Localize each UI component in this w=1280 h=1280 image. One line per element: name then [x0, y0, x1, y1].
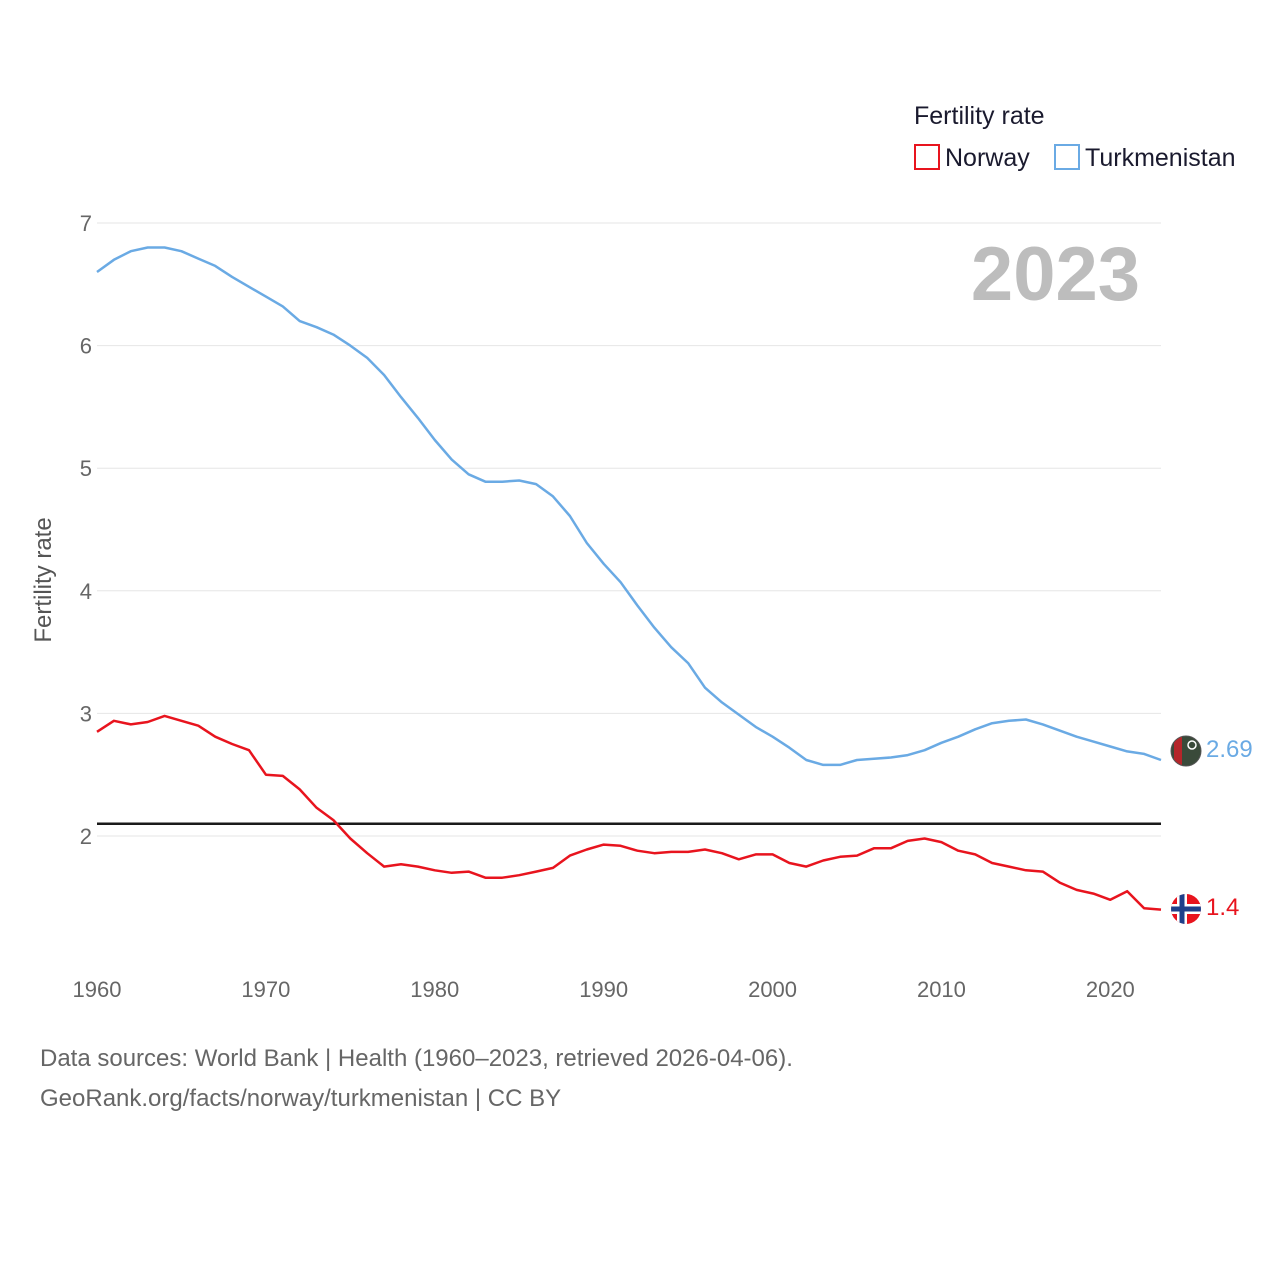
norway-flag: [1171, 894, 1201, 924]
end-label-norway: 1.4: [1206, 894, 1239, 921]
y-tick-label: 6: [80, 334, 92, 359]
gridlines: [97, 222, 1161, 837]
legend-label-turkmenistan[interactable]: Turkmenistan: [1085, 144, 1236, 172]
x-tick-label: 1970: [241, 977, 290, 1002]
y-tick-label: 5: [80, 456, 92, 481]
series-layer: [96, 246, 1162, 911]
y-tick-label: 3: [80, 701, 92, 726]
footer-sources: Data sources: World Bank | Health (1960–…: [40, 1045, 793, 1072]
end-label-turkmenistan: 2.69: [1206, 736, 1253, 763]
y-tick-label: 2: [80, 824, 92, 849]
y-tick-label: 4: [80, 579, 92, 604]
x-tick-label: 2000: [748, 977, 797, 1002]
legend-title: Fertility rate: [914, 102, 1045, 130]
year-label: 2023: [971, 232, 1140, 317]
y-axis-label: Fertility rate: [30, 517, 57, 642]
legend-swatch-turkmenistan: [1054, 144, 1080, 170]
x-tick-label: 2020: [1086, 977, 1135, 1002]
x-tick-label: 1990: [579, 977, 628, 1002]
series-line-turkmenistan[interactable]: [96, 246, 1162, 767]
x-tick-label: 2010: [917, 977, 966, 1002]
legend-label-norway[interactable]: Norway: [945, 144, 1030, 172]
x-axis-ticks: 1960 1970 1980 1990 2000 2010 2020: [73, 977, 1135, 1002]
y-axis-ticks: 2 3 4 5 6 7: [80, 211, 92, 849]
y-tick-label: 7: [80, 211, 92, 236]
footer-link[interactable]: GeoRank.org/facts/norway/turkmenistan | …: [40, 1085, 562, 1112]
legend: Fertility rate Norway Turkmenistan: [914, 102, 1236, 172]
legend-swatch-norway: [914, 144, 940, 170]
x-tick-label: 1960: [73, 977, 122, 1002]
x-tick-label: 1980: [410, 977, 459, 1002]
series-line-norway[interactable]: [96, 714, 1162, 911]
turkmenistan-flag: [1170, 735, 1202, 767]
